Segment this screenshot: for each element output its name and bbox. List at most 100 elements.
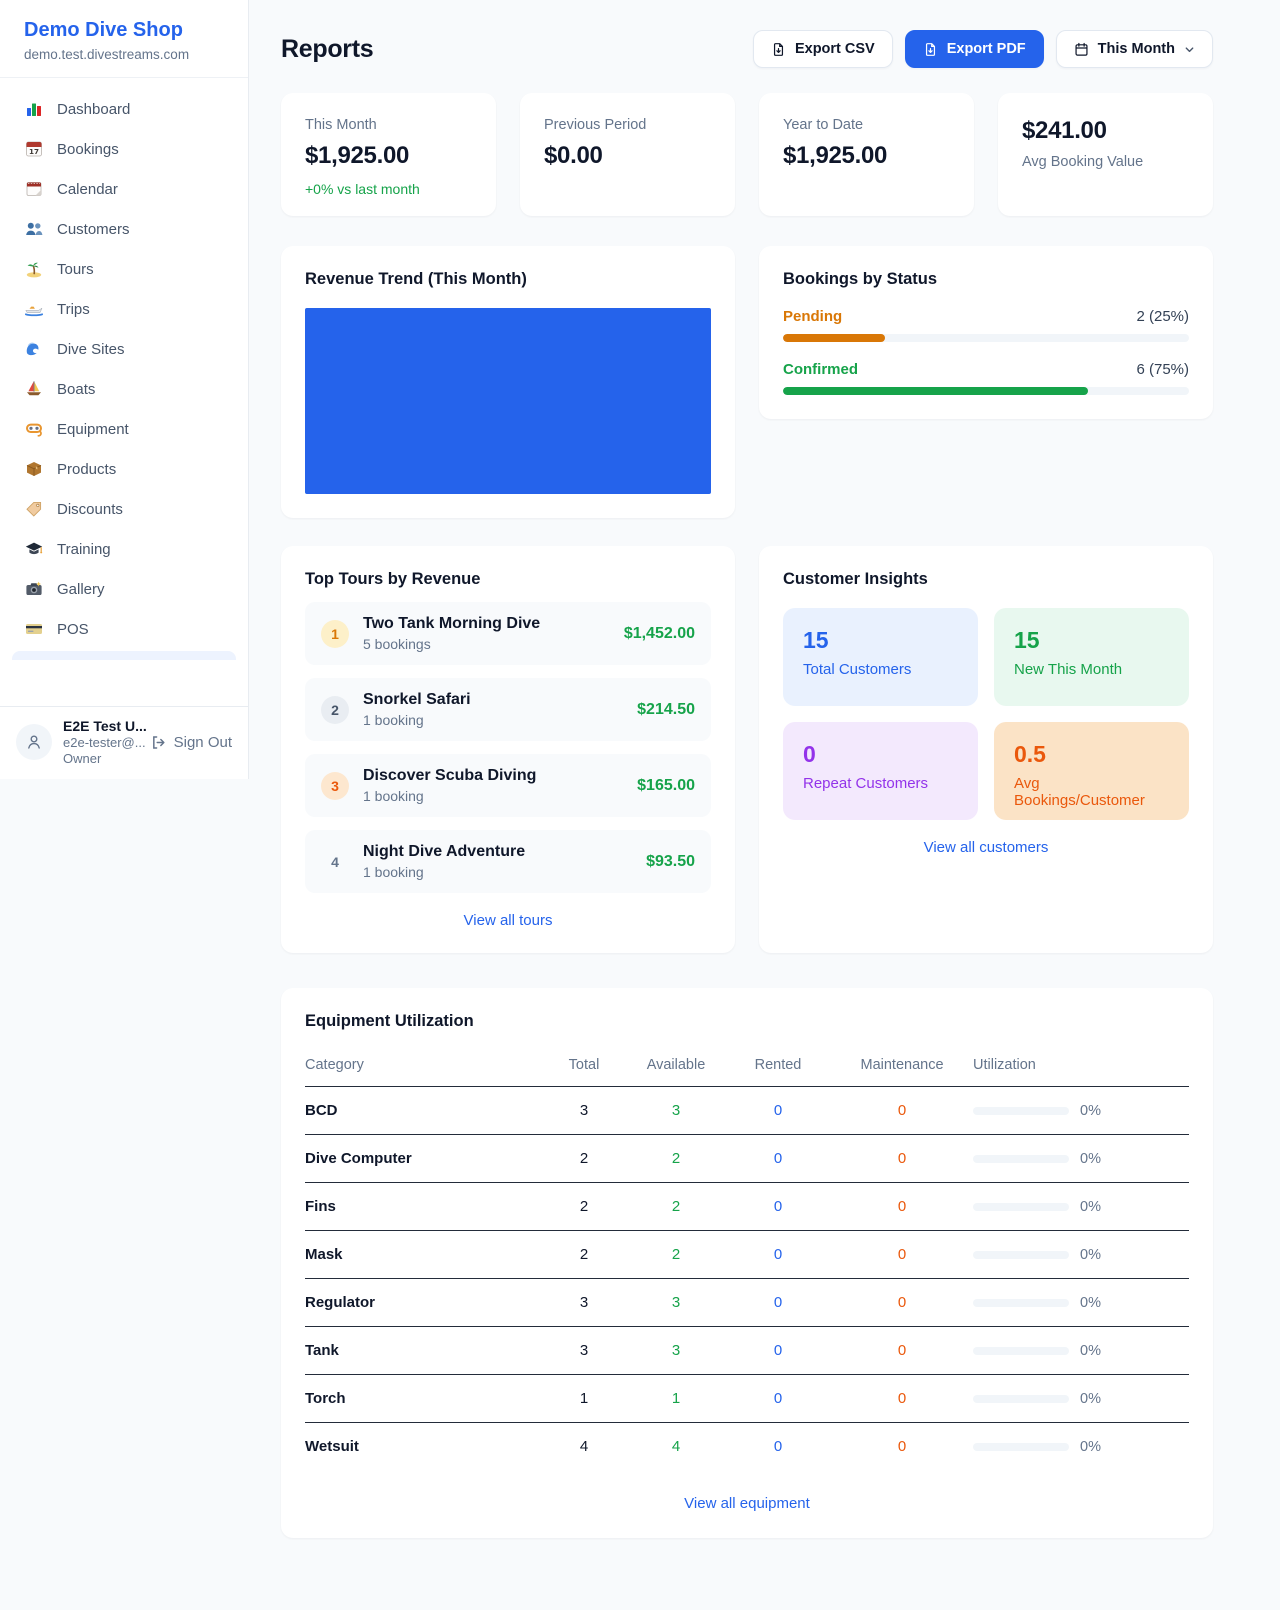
insight-tiles: 15 Total Customers 15 New This Month 0 R… [783, 608, 1189, 820]
sidebar-item-trips[interactable]: Trips [12, 289, 236, 329]
cell-rented: 0 [725, 1134, 831, 1183]
stat-value: $1,925.00 [783, 142, 888, 169]
shop-domain: demo.test.divestreams.com [24, 47, 190, 62]
person-icon [28, 735, 40, 749]
cell-maintenance: 0 [831, 1278, 973, 1327]
customer-insights-title: Customer Insights [783, 570, 928, 588]
sidebar-item-label: Products [57, 460, 117, 478]
export-csv-button[interactable]: Export CSV [752, 30, 893, 68]
file-download-icon [773, 42, 783, 56]
customer-insights-card: Customer Insights 15 Total Customers 15 … [759, 546, 1213, 953]
view-all-tours-link[interactable]: View all tours [463, 912, 553, 929]
tile-label: Repeat Customers [803, 775, 929, 792]
column-header: Utilization [973, 1047, 1189, 1087]
sidebar-item-label: Boats [57, 380, 96, 398]
sidebar-item-bookings[interactable]: 17 Bookings [12, 129, 236, 169]
period-dropdown[interactable]: This Month [1055, 30, 1213, 68]
tour-bookings: 1 booking [363, 712, 424, 728]
user-name: E2E Test U... [63, 718, 147, 734]
status-label: Confirmed [783, 361, 858, 378]
utilization-track [973, 1298, 1069, 1307]
sidebar-item-label: Tours [57, 260, 94, 278]
sidebar-item-boats[interactable]: Boats [12, 369, 236, 409]
export-pdf-button[interactable]: Export PDF [904, 30, 1044, 68]
main-content: Reports Export CSV Export PDF This Month [249, 0, 1230, 1538]
sidebar-item-products[interactable]: Products [12, 449, 236, 489]
view-all-equipment-link[interactable]: View all equipment [684, 1494, 810, 1512]
export-pdf-label: Export PDF [946, 41, 1026, 57]
sidebar-item-label: Trips [57, 300, 90, 318]
user-footer: E2E Test U... e2e-tester@... Owner Sign … [0, 706, 248, 779]
tile-total-customers: 15 Total Customers [783, 608, 978, 706]
user-info: E2E Test U... e2e-tester@... Owner [63, 718, 147, 766]
tile-label: Total Customers [803, 661, 912, 678]
stat-value: $0.00 [544, 142, 603, 169]
cell-category: Torch [305, 1374, 541, 1423]
status-row-pending: Pending 2 (25%) [783, 308, 1189, 342]
cell-category: Tank [305, 1326, 541, 1375]
status-value: 6 (75%) [1136, 361, 1189, 378]
cell-total: 1 [541, 1374, 627, 1423]
utilization-label: 0% [1080, 1390, 1101, 1407]
bookings-by-status-card: Bookings by Status Pending 2 (25%) Confi… [759, 246, 1213, 419]
progress-fill [783, 387, 1088, 395]
cell-utilization: 0% [973, 1278, 1189, 1327]
cell-rented: 0 [725, 1086, 831, 1135]
tour-bookings: 5 bookings [363, 636, 431, 652]
tour-revenue: $93.50 [646, 852, 695, 870]
column-header: Rented [725, 1047, 831, 1087]
sidebar-item-calendar[interactable]: Calendar [12, 169, 236, 209]
calendar-icon [1075, 42, 1088, 56]
sidebar-item-gallery[interactable]: Gallery [12, 569, 236, 609]
tour-revenue: $214.50 [637, 700, 695, 718]
view-all-customers-link[interactable]: View all customers [923, 839, 1049, 856]
cell-maintenance: 0 [831, 1086, 973, 1135]
cell-rented: 0 [773, 1438, 783, 1456]
sidebar-item-dashboard[interactable]: Dashboard [12, 89, 236, 129]
utilization-label: 0% [1080, 1102, 1101, 1119]
stat-label: This Month [305, 117, 377, 133]
sidebar-item-equipment[interactable]: Equipment [12, 409, 236, 449]
wave-icon [24, 339, 44, 359]
sign-out-button[interactable]: Sign Out [150, 734, 232, 751]
cell-utilization: 0% [973, 1134, 1189, 1183]
cell-utilization: 0% [973, 1182, 1189, 1231]
sidebar-item-training[interactable]: Training [12, 529, 236, 569]
cell-available: 2 [627, 1182, 725, 1231]
calendar-date-icon: 17 [24, 139, 44, 159]
sidebar-item-label: Calendar [57, 180, 118, 198]
column-header: Maintenance [831, 1047, 973, 1087]
sidebar-item-pos[interactable]: POS [12, 609, 236, 649]
cell-maintenance: 0 [897, 1438, 907, 1456]
cell-total: 2 [541, 1182, 627, 1231]
cell-maintenance: 0 [831, 1230, 973, 1279]
file-download-icon [925, 42, 935, 56]
cell-total: 2 [541, 1134, 627, 1183]
rank-badge: 3 [321, 771, 349, 800]
sidebar-item-label: Equipment [57, 420, 129, 438]
cell-category: BCD [305, 1086, 541, 1135]
rank-badge: 4 [331, 853, 339, 870]
sidebar-item-reports-active[interactable] [12, 651, 236, 660]
tile-label: Avg Bookings/Customer [1014, 775, 1145, 809]
utilization-track [973, 1154, 1069, 1163]
tour-name: Snorkel Safari [363, 691, 471, 708]
sidebar-item-tours[interactable]: Tours [12, 249, 236, 289]
sidebar-nav: Dashboard 17 Bookings Calendar Customers… [0, 78, 248, 706]
cell-rented: 0 [725, 1278, 831, 1327]
tile-new-this-month: 15 New This Month [994, 608, 1189, 706]
cell-available: 4 [671, 1438, 681, 1456]
sidebar-item-label: Bookings [57, 140, 119, 158]
tour-bookings: 1 booking [363, 788, 424, 804]
sidebar-item-discounts[interactable]: Discounts [12, 489, 236, 529]
cell-available: 3 [627, 1086, 725, 1135]
user-role: Owner [63, 751, 102, 766]
utilization-track [973, 1106, 1069, 1115]
sidebar-item-dive-sites[interactable]: Dive Sites [12, 329, 236, 369]
sidebar-item-customers[interactable]: Customers [12, 209, 236, 249]
cell-category: Mask [305, 1230, 541, 1279]
tour-row: 1 Two Tank Morning Dive 5 bookings $1,45… [305, 602, 711, 665]
cell-rented: 0 [725, 1326, 831, 1375]
tile-value: 15 [803, 627, 829, 653]
utilization-track [973, 1346, 1069, 1355]
